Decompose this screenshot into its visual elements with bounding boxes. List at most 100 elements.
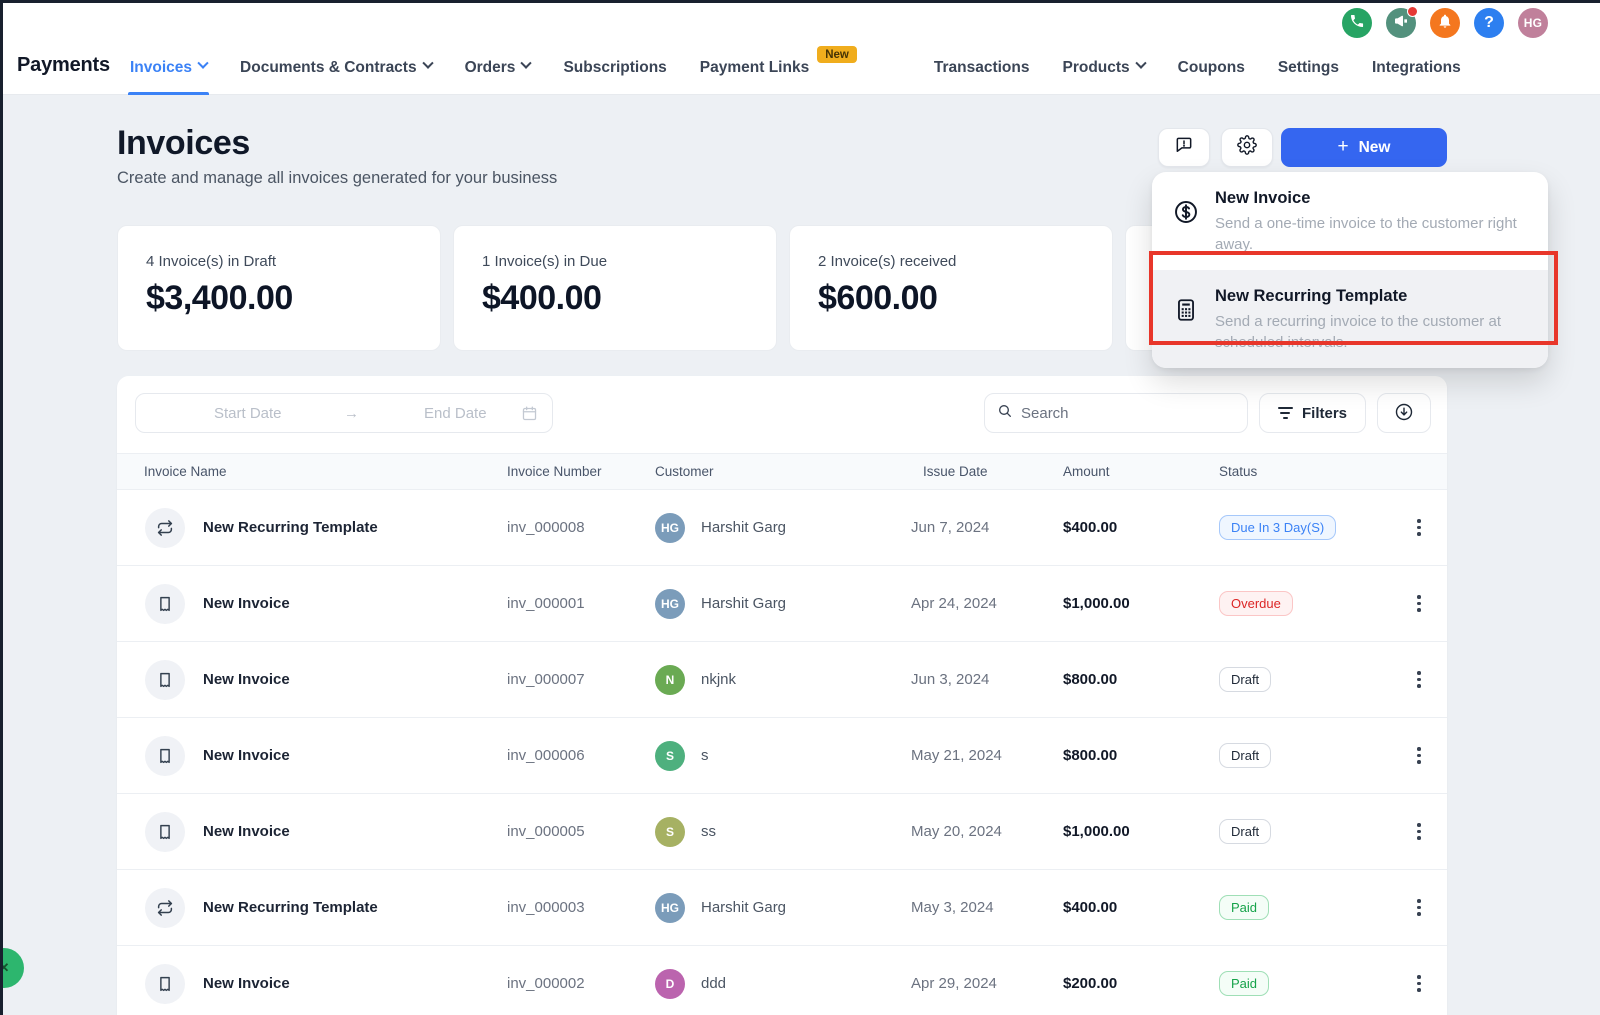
dollar-circle-icon xyxy=(1173,189,1199,255)
page-subtitle: Create and manage all invoices generated… xyxy=(117,169,558,187)
invoice-number: inv_000003 xyxy=(507,899,585,916)
table-row[interactable]: New Invoice inv_000002 D ddd Apr 29, 202… xyxy=(117,946,1447,1015)
nav-item-invoices[interactable]: Invoices xyxy=(127,40,210,95)
nav-item-label: Integrations xyxy=(1371,58,1461,76)
table-body: New Recurring Template inv_000008 HG Har… xyxy=(117,490,1447,1015)
filter-lines-icon xyxy=(1277,407,1293,419)
table-row[interactable]: New Invoice inv_000007 N nkjnk Jun 3, 20… xyxy=(117,642,1447,718)
issue-date: Jun 3, 2024 xyxy=(911,671,990,688)
invoice-number: inv_000007 xyxy=(507,671,585,688)
invoice-type-icon xyxy=(145,811,185,852)
nav-item-settings[interactable]: Settings xyxy=(1278,40,1339,95)
row-actions-kebab-menu[interactable] xyxy=(1404,969,1434,999)
chat-widget-button[interactable]: ✕ xyxy=(0,948,24,988)
nav-item-payment-links[interactable]: Payment Links New xyxy=(700,40,857,95)
issue-date: Apr 29, 2024 xyxy=(911,975,997,992)
menu-item-description: Send a one-time invoice to the customer … xyxy=(1215,215,1517,253)
search-input[interactable] xyxy=(1021,404,1235,422)
chevron-down-icon xyxy=(197,57,209,69)
menu-item-title: New Invoice xyxy=(1215,189,1311,207)
column-header-status: Status xyxy=(1219,464,1258,479)
customer-avatar: S xyxy=(655,740,685,771)
table-row[interactable]: New Invoice inv_000006 S s May 21, 2024 … xyxy=(117,718,1447,794)
new-dropdown-menu: New Invoice Send a one-time invoice to t… xyxy=(1152,172,1548,368)
notification-dot xyxy=(1407,6,1418,17)
gear-icon xyxy=(1237,135,1257,160)
column-header-customer: Customer xyxy=(655,464,714,479)
nav-item-transactions[interactable]: Transactions xyxy=(934,40,1030,95)
notifications-button[interactable] xyxy=(1430,8,1460,38)
question-mark-icon: ? xyxy=(1484,14,1494,31)
column-header-invoice-name: Invoice Name xyxy=(144,464,227,479)
menu-item-description: Send a recurring invoice to the customer… xyxy=(1215,313,1501,351)
topbar-icon-group: ? HG xyxy=(1342,6,1548,38)
menu-item-title: New Recurring Template xyxy=(1215,287,1408,305)
customer-name: ddd xyxy=(701,975,727,992)
nav-item-products[interactable]: Products xyxy=(1062,40,1147,95)
column-header-invoice-number: Invoice Number xyxy=(507,464,602,479)
nav-item-label: Orders xyxy=(464,58,516,76)
avatar-initials: HG xyxy=(1523,16,1543,30)
plus-icon: + xyxy=(1337,135,1349,157)
new-button[interactable]: + New xyxy=(1281,128,1447,167)
issue-date: May 20, 2024 xyxy=(911,823,1002,840)
nav-item-integrations[interactable]: Integrations xyxy=(1372,40,1461,95)
user-avatar[interactable]: HG xyxy=(1518,8,1548,38)
nav-item-orders[interactable]: Orders xyxy=(464,40,533,95)
invoice-settings-button[interactable] xyxy=(1221,128,1273,167)
invoice-amount: $1,000.00 xyxy=(1063,595,1130,612)
row-actions-kebab-menu[interactable] xyxy=(1404,893,1434,923)
invoice-amount: $200.00 xyxy=(1063,975,1118,992)
customer-name: Harshit Garg xyxy=(701,519,787,536)
help-button[interactable]: ? xyxy=(1474,8,1504,38)
summary-card-amount: $600.00 xyxy=(818,279,938,317)
invoice-amount: $800.00 xyxy=(1063,671,1118,688)
invoice-name: New Invoice xyxy=(203,595,290,612)
main-nav: Invoices Documents & Contracts Orders Su… xyxy=(127,40,1461,95)
row-actions-kebab-menu[interactable] xyxy=(1404,741,1434,771)
chevron-down-icon xyxy=(1135,57,1147,69)
customer-avatar: N xyxy=(655,664,685,695)
search-field xyxy=(984,393,1248,433)
table-header-row: Invoice Name Invoice Number Customer Iss… xyxy=(117,453,1447,490)
row-actions-kebab-menu[interactable] xyxy=(1404,665,1434,695)
status-badge: Due In 3 Day(S) xyxy=(1219,515,1337,540)
filters-button[interactable]: Filters xyxy=(1259,393,1366,433)
row-actions-kebab-menu[interactable] xyxy=(1404,513,1434,543)
customer-name: ss xyxy=(701,823,716,840)
table-row[interactable]: New Invoice inv_000001 HG Harshit Garg A… xyxy=(117,566,1447,642)
bell-icon xyxy=(1437,13,1453,34)
megaphone-icon xyxy=(1393,13,1409,34)
customer-avatar: HG xyxy=(655,588,685,619)
status-badge: Draft xyxy=(1219,819,1272,844)
nav-item-label: Subscriptions xyxy=(563,58,667,76)
summary-card: 1 Invoice(s) in Due $400.00 xyxy=(453,225,777,351)
nav-item-label: Documents & Contracts xyxy=(240,58,417,76)
status-badge: Paid xyxy=(1219,971,1270,996)
table-row[interactable]: New Recurring Template inv_000008 HG Har… xyxy=(117,490,1447,566)
invoice-number: inv_000001 xyxy=(507,595,585,612)
nav-item-coupons[interactable]: Coupons xyxy=(1178,40,1245,95)
menu-item-new-recurring-template[interactable]: New Recurring Template Send a recurring … xyxy=(1152,270,1548,368)
column-header-amount: Amount xyxy=(1063,464,1110,479)
customer-avatar: S xyxy=(655,816,685,847)
table-row[interactable]: New Invoice inv_000005 S ss May 20, 2024… xyxy=(117,794,1447,870)
announcements-button[interactable] xyxy=(1386,6,1418,38)
page-title: Invoices xyxy=(117,124,250,162)
menu-item-new-invoice[interactable]: New Invoice Send a one-time invoice to t… xyxy=(1152,172,1548,270)
table-row[interactable]: New Recurring Template inv_000003 HG Har… xyxy=(117,870,1447,946)
nav-item-documents-contracts[interactable]: Documents & Contracts xyxy=(240,40,434,95)
nav-item-subscriptions[interactable]: Subscriptions xyxy=(563,40,666,95)
export-download-button[interactable] xyxy=(1377,393,1431,433)
status-badge: Paid xyxy=(1219,895,1270,920)
row-actions-kebab-menu[interactable] xyxy=(1404,817,1434,847)
feedback-button[interactable] xyxy=(1158,128,1210,167)
phone-icon xyxy=(1349,13,1365,34)
invoice-type-icon xyxy=(145,887,185,928)
phone-button[interactable] xyxy=(1342,8,1372,38)
date-range-picker[interactable]: Start Date → End Date xyxy=(135,393,553,433)
issue-date: Apr 24, 2024 xyxy=(911,595,997,612)
summary-card-amount: $400.00 xyxy=(482,279,602,317)
invoice-type-icon xyxy=(145,659,185,700)
row-actions-kebab-menu[interactable] xyxy=(1404,589,1434,619)
